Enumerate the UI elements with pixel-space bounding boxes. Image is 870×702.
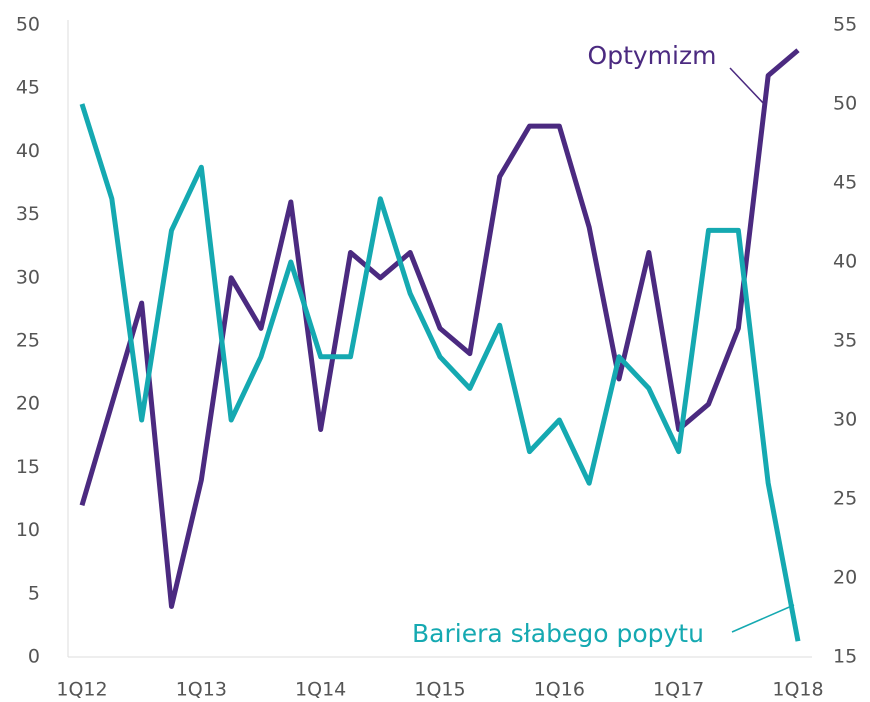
y2-tick-label: 25 [833, 488, 857, 510]
y2-tick-label: 20 [833, 567, 857, 589]
y-tick-label: 25 [16, 330, 40, 352]
y2-tick-label: 40 [833, 251, 857, 273]
y-tick-label: 15 [16, 456, 40, 478]
x-tick-label: 1Q12 [56, 679, 107, 701]
y-tick-label: 50 [16, 14, 40, 36]
x-tick-label: 1Q15 [414, 679, 465, 701]
y-tick-label: 10 [16, 519, 40, 541]
x-tick-label: 1Q16 [534, 679, 585, 701]
series-label: Optymizm [588, 41, 717, 70]
x-tick-label: 1Q14 [295, 679, 346, 701]
y2-tick-label: 15 [833, 646, 857, 668]
y-tick-label: 45 [16, 77, 40, 99]
y-tick-label: 30 [16, 266, 40, 288]
y2-tick-label: 35 [833, 330, 857, 352]
y-tick-label: 20 [16, 393, 40, 415]
y-tick-label: 40 [16, 140, 40, 162]
y-tick-label: 5 [28, 582, 40, 604]
series-line [79, 48, 800, 609]
y2-tick-label: 45 [833, 172, 857, 194]
x-tick-label: 1Q18 [772, 679, 823, 701]
leader-line [729, 67, 766, 106]
y-tick-label: 0 [28, 646, 40, 668]
y-tick-label: 35 [16, 203, 40, 225]
series-line [79, 103, 801, 642]
y2-tick-label: 55 [833, 14, 857, 36]
y2-tick-label: 50 [833, 93, 857, 115]
x-tick-label: 1Q17 [653, 679, 704, 701]
y2-tick-label: 30 [833, 409, 857, 431]
series-label: Bariera słabego popytu [412, 619, 704, 648]
leader-line [731, 604, 795, 633]
x-tick-label: 1Q13 [176, 679, 227, 701]
